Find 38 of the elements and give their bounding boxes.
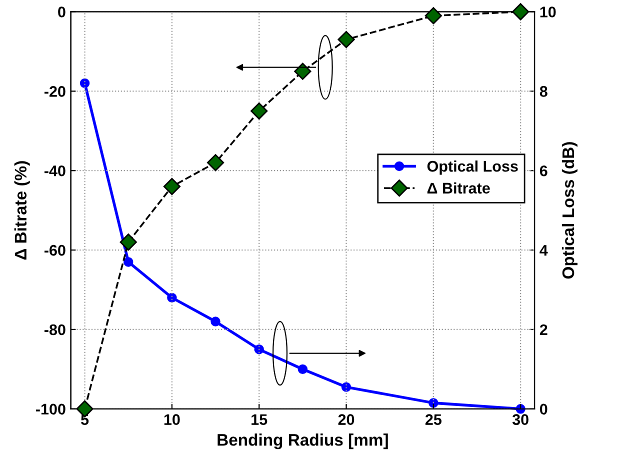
y-tick-label: -40	[44, 165, 66, 176]
y-axis-title: Δ Bitrate (%)	[14, 161, 30, 260]
x-tick-label: 25	[425, 414, 442, 425]
point	[338, 31, 355, 48]
point	[298, 364, 308, 374]
x-tick-label: 15	[252, 414, 268, 425]
x-tick-label: 30	[512, 414, 528, 426]
y-tick-label: -80	[44, 324, 66, 336]
point	[163, 178, 180, 196]
y-tick-label: -20	[44, 86, 66, 97]
legend-label: Optical Loss	[427, 160, 518, 175]
x-axis-title: Bending Radius [mm]	[218, 434, 388, 450]
y2-tick-label: 8	[540, 86, 548, 97]
x-tick-label: 20	[338, 414, 354, 425]
y2-tick-label: 0	[540, 404, 548, 415]
point	[167, 292, 177, 303]
point	[120, 234, 137, 251]
y2-tick-label: 2	[540, 324, 548, 336]
point	[294, 62, 312, 80]
y2-tick-label: 4	[540, 245, 548, 256]
x-tick-label: 10	[164, 414, 180, 425]
y-tick-label: 0	[58, 6, 66, 18]
y-tick-label: -100	[36, 404, 66, 415]
point	[124, 257, 134, 267]
y2-axis-title: Optical Loss (dB)	[562, 142, 578, 279]
y2-tick-label: 6	[540, 165, 548, 176]
point	[512, 3, 530, 20]
legend-label: Δ Bitrate	[427, 182, 490, 194]
point	[424, 7, 442, 24]
y-tick-label: -60	[44, 244, 66, 256]
point	[206, 154, 224, 172]
point	[254, 344, 264, 354]
point	[210, 316, 220, 326]
point	[341, 382, 352, 392]
point	[250, 102, 268, 120]
y2-tick-label: 10	[540, 6, 556, 18]
point	[80, 78, 90, 88]
point	[428, 398, 438, 408]
